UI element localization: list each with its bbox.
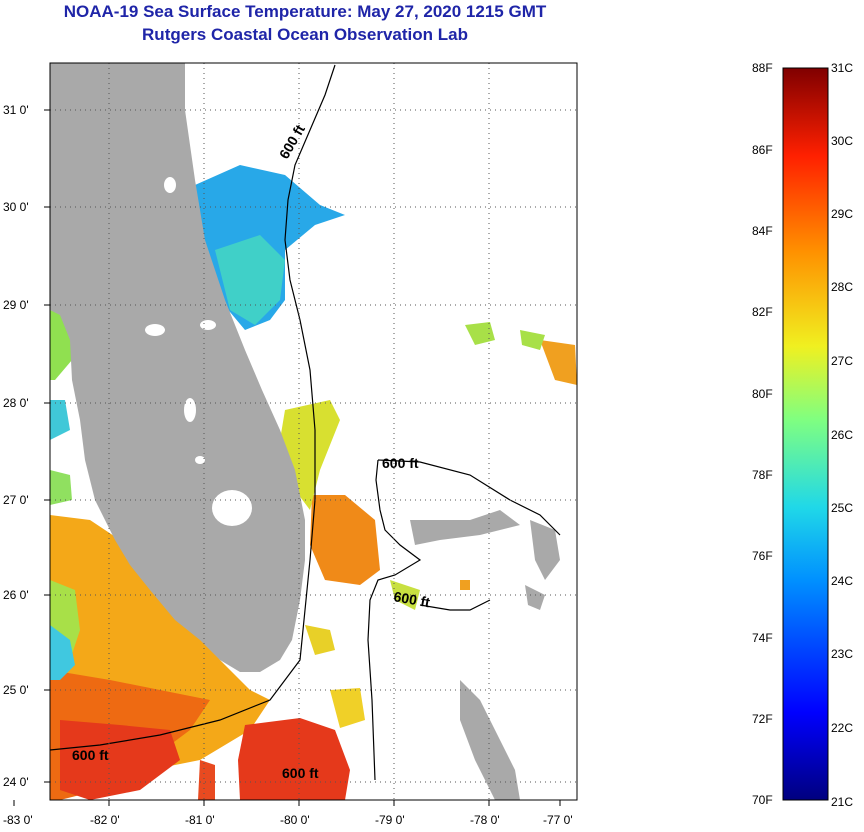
- contour-label: 600 ft: [392, 588, 431, 610]
- colorbar-f-label: 74F: [752, 631, 773, 645]
- colorbar-c-label: 30C: [831, 134, 854, 148]
- bahamas-eleuthera: [525, 585, 545, 610]
- colorbar: [782, 67, 829, 801]
- colorbar-f-label: 70F: [752, 793, 773, 807]
- lon-label: -80 0': [280, 813, 310, 827]
- colorbar-c-label: 21C: [831, 795, 854, 809]
- colorbar-f-label: 80F: [752, 387, 773, 401]
- colorbar-f-label: 88F: [752, 61, 773, 75]
- sst-patch-east-yellow2: [305, 625, 335, 655]
- colorbar-f-label: 86F: [752, 143, 773, 157]
- sst-patch-east-yellow3: [330, 688, 365, 728]
- contour-600ft-loop: [367, 459, 422, 781]
- axis-ticks: [13, 109, 561, 806]
- lon-label: -77 0': [543, 813, 573, 827]
- contour-600ft-bahamas: [377, 459, 561, 536]
- sst-patch-left-green2: [50, 470, 72, 505]
- colorbar-c-label: 29C: [831, 207, 854, 221]
- bahamas-abaco: [530, 520, 560, 580]
- lat-label: 27 0': [3, 493, 29, 507]
- sst-patch-gulf-cyan: [50, 625, 75, 680]
- colorbar-c-label: 27C: [831, 354, 854, 368]
- lat-label: 24 0': [3, 775, 29, 789]
- lon-label: -79 0': [375, 813, 405, 827]
- lake-small-3: [200, 320, 216, 330]
- colorbar-c-label: 23C: [831, 647, 854, 661]
- lon-label: -78 0': [470, 813, 500, 827]
- colorbar-c-label: 26C: [831, 428, 854, 442]
- contour-label: 600 ft: [282, 765, 319, 781]
- lake-small-1: [184, 398, 196, 422]
- lat-label: 28 0': [3, 396, 29, 410]
- lake-okeechobee: [212, 490, 252, 526]
- contour-600ft-main: [50, 64, 336, 751]
- sst-patch-bahamas-orange: [540, 340, 577, 385]
- lake-small-4: [195, 456, 205, 464]
- lon-label: -82 0': [90, 813, 120, 827]
- contour-600ft-south: [419, 599, 491, 611]
- sst-patch-sm1: [465, 322, 495, 345]
- sst-patch-north-left-cyan: [50, 400, 70, 440]
- map-title: NOAA-19 Sea Surface Temperature: May 27,…: [63, 2, 547, 21]
- colorbar-c-label: 24C: [831, 574, 854, 588]
- sst-patch-east-orange: [310, 495, 380, 585]
- lat-label: 31 0': [3, 103, 29, 117]
- lon-label: -83 0': [3, 813, 33, 827]
- colorbar-c-label: 22C: [831, 721, 854, 735]
- map-border: [49, 62, 578, 801]
- colorbar-f-label: 76F: [752, 549, 773, 563]
- bahamas-grand-bahama: [410, 510, 520, 545]
- map-subtitle: Rutgers Coastal Ocean Observation Lab: [142, 25, 468, 44]
- colorbar-f-label: 72F: [752, 712, 773, 726]
- contour-label: 600 ft: [72, 747, 109, 763]
- lake-small-2: [145, 324, 165, 336]
- colorbar-c-label: 31C: [831, 61, 854, 75]
- sst-patch-straits-red: [238, 718, 350, 800]
- lat-label: 30 0': [3, 200, 29, 214]
- contour-label: 600 ft: [382, 455, 419, 471]
- colorbar-c-label: 28C: [831, 280, 854, 294]
- lat-label: 25 0': [3, 683, 29, 697]
- bahamas-andros: [460, 680, 520, 800]
- colorbar-f-label: 82F: [752, 305, 773, 319]
- lon-label: -81 0': [185, 813, 215, 827]
- sst-patch-sm2: [520, 330, 545, 350]
- lake-small-5: [164, 177, 176, 193]
- sst-patch-gulf-red: [60, 720, 180, 800]
- colorbar-c-label: 25C: [831, 501, 854, 515]
- sst-patch-north-teal: [215, 235, 285, 325]
- sst-patch-straits-red2: [198, 760, 215, 800]
- lat-label: 29 0': [3, 298, 29, 312]
- lat-label: 26 0': [3, 588, 29, 602]
- colorbar-f-label: 84F: [752, 224, 773, 238]
- colorbar-f-label: 78F: [752, 468, 773, 482]
- sst-patch-sm4: [460, 580, 470, 590]
